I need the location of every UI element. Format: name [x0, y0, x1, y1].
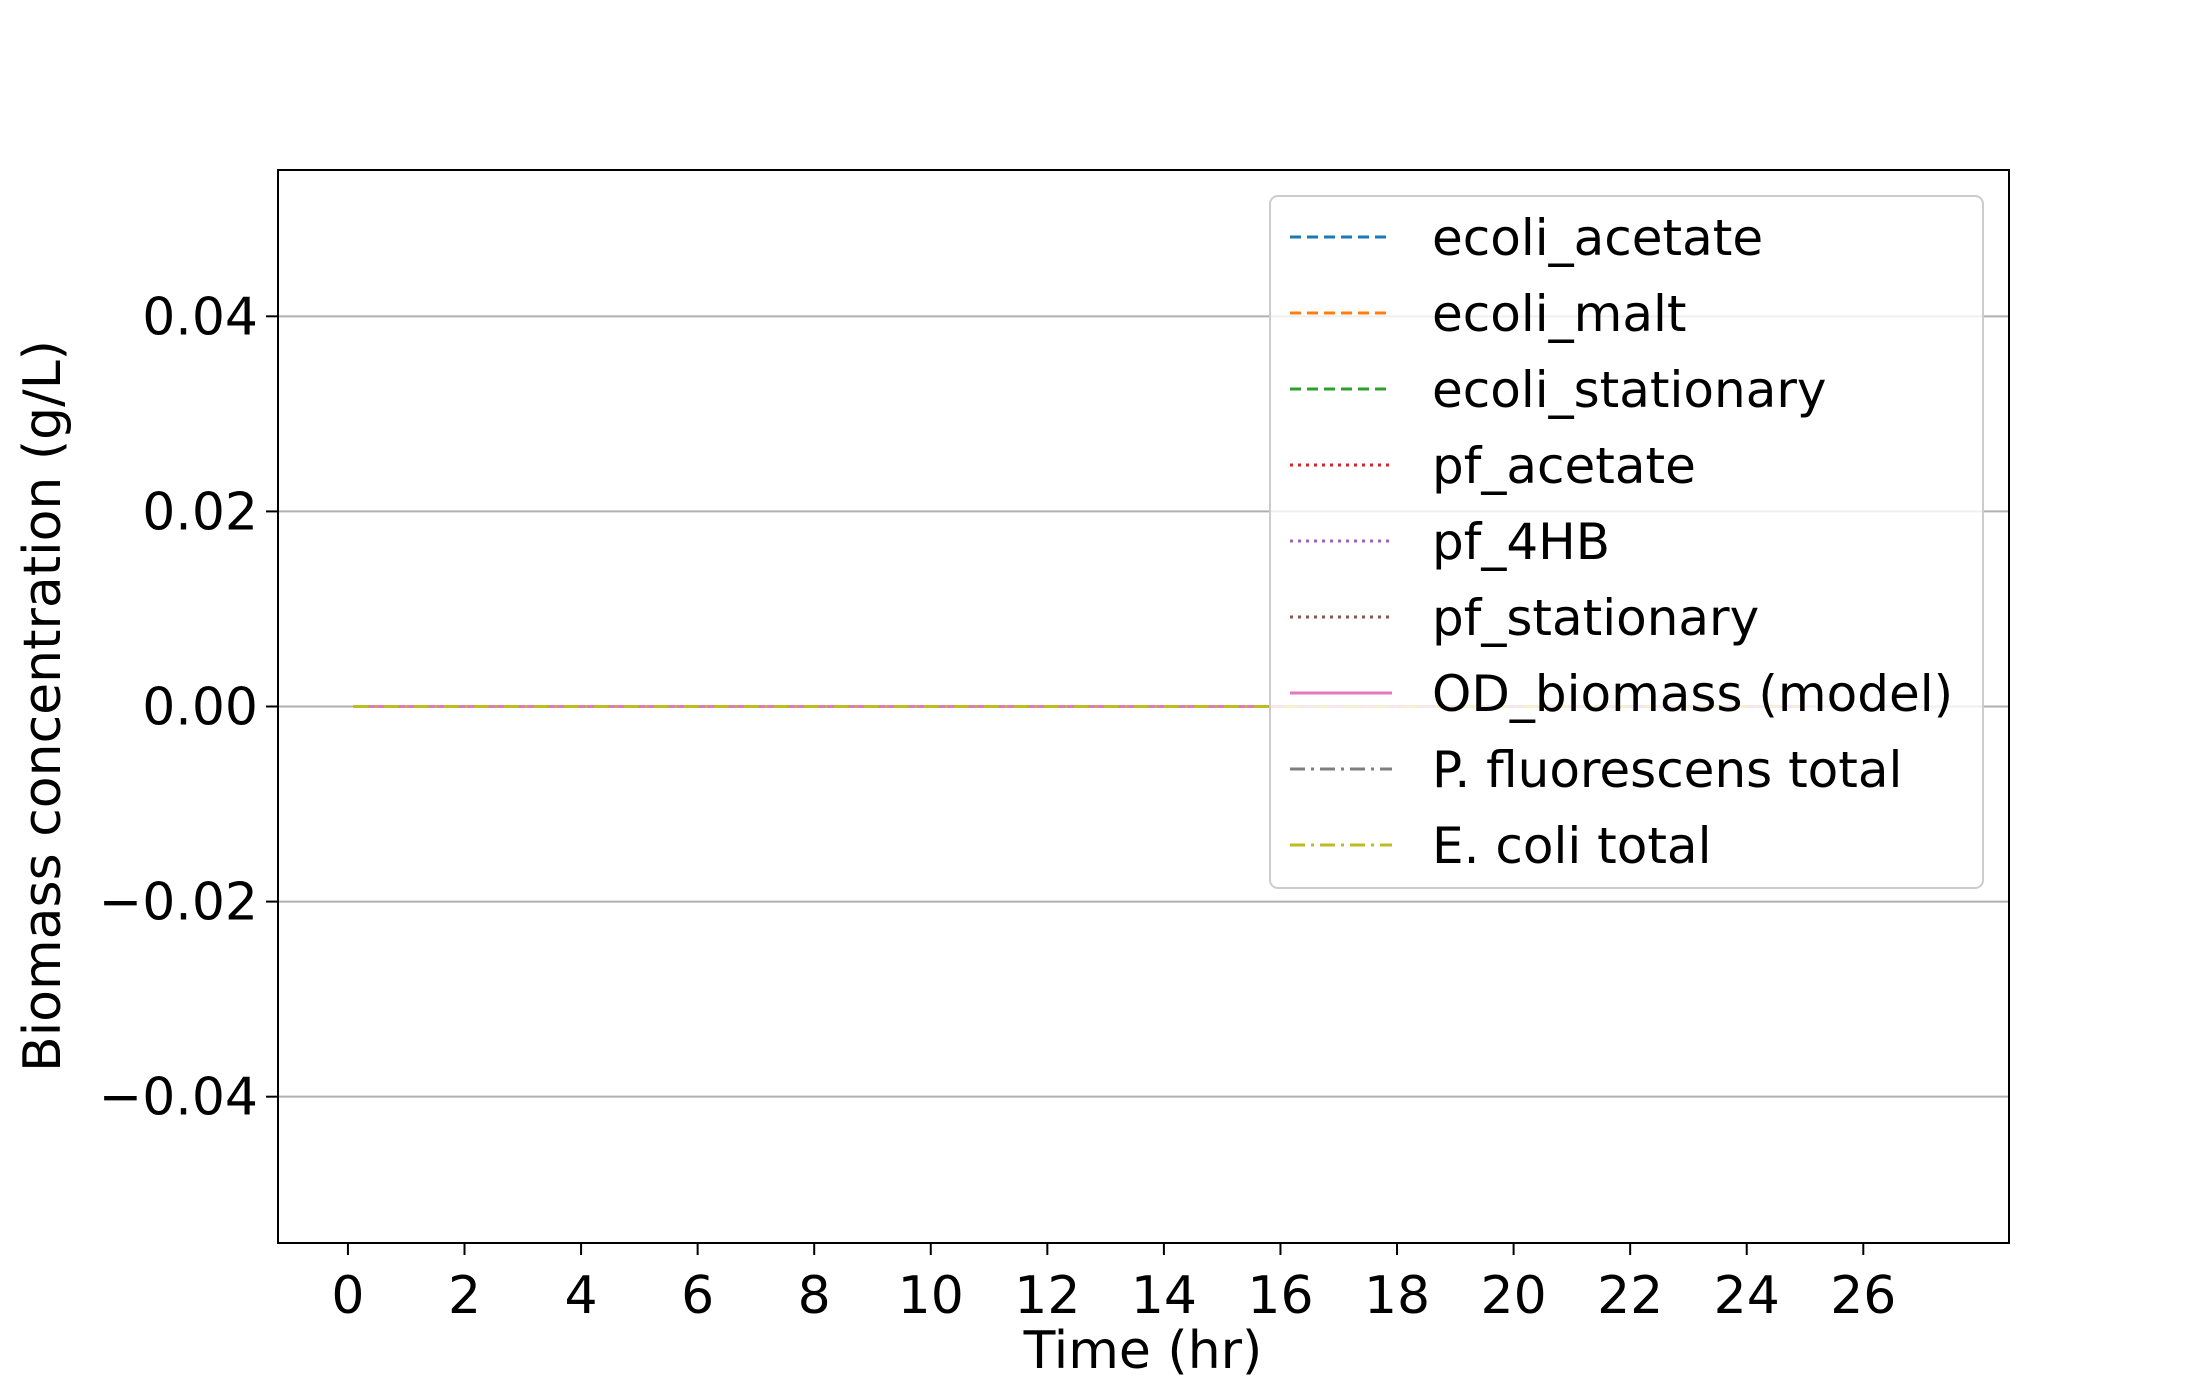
x-tick-label: 12 [1014, 1266, 1080, 1326]
x-tick-label: 14 [1131, 1266, 1197, 1326]
legend-label: E. coli total [1432, 817, 1711, 875]
x-tick-label: 22 [1597, 1266, 1663, 1326]
x-tick-label: 6 [681, 1266, 714, 1326]
legend-label: OD_biomass (model) [1432, 665, 1953, 723]
x-tick-label: 24 [1714, 1266, 1780, 1326]
y-axis-ticks: −0.04 −0.02 0.00 0.02 0.04 [99, 287, 278, 1128]
x-tick-label: 20 [1481, 1266, 1547, 1326]
y-tick-label: 0.02 [142, 482, 258, 542]
y-tick-label: 0.04 [142, 287, 258, 347]
legend-box [1269, 195, 1984, 889]
x-tick-label: 10 [898, 1266, 964, 1326]
legend: ecoli_acetate ecoli_malt ecoli_stationaryp… [1269, 195, 1984, 889]
y-axis-label: Biomass concentration (g/L) [13, 340, 73, 1072]
x-tick-label: 8 [798, 1266, 831, 1326]
x-tick-label: 4 [565, 1266, 598, 1326]
y-tick-label: −0.04 [99, 1068, 258, 1128]
x-tick-label: 18 [1364, 1266, 1430, 1326]
legend-label: ecoli_stationary [1432, 361, 1826, 419]
x-tick-label: 26 [1830, 1266, 1896, 1326]
y-tick-label: −0.02 [99, 873, 258, 933]
legend-label: P. fluorescens total [1432, 741, 1902, 799]
x-axis-label: Time (hr) [1023, 1321, 1263, 1381]
x-axis-ticks: 0 2 4 6 8 10 12 14 16 18 20 22 24 26 [331, 1243, 1896, 1326]
legend-label: pf_acetate [1432, 437, 1696, 495]
x-tick-label: 0 [331, 1266, 364, 1326]
x-tick-label: 2 [448, 1266, 481, 1326]
legend-label: pf_4HB [1432, 513, 1610, 571]
legend-label: ecoli_malt [1432, 285, 1686, 343]
legend-label: ecoli_acetate [1432, 209, 1763, 267]
x-tick-label: 16 [1247, 1266, 1313, 1326]
legend-label: pf_stationary [1432, 589, 1759, 647]
y-tick-label: 0.00 [142, 678, 258, 738]
